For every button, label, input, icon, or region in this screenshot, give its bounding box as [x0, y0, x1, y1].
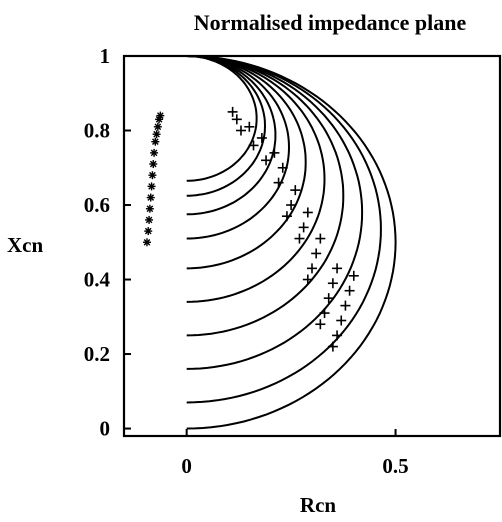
impedance-curve-9: [186, 55, 267, 197]
star-marker-stroke: [152, 138, 159, 146]
plus-marker: [298, 222, 309, 233]
impedance-curve-5: [186, 55, 326, 303]
y-tick-label: 0.6: [84, 193, 110, 217]
plus-marker: [248, 140, 259, 151]
star-marker-stroke: [147, 194, 155, 201]
plus-marker: [332, 330, 343, 341]
plus-marker: [340, 300, 351, 311]
plus-marker: [231, 114, 242, 125]
plus-marker: [344, 285, 355, 296]
impedance-curve-4: [186, 55, 345, 337]
y-tick-label: 0.2: [84, 342, 110, 366]
star-marker-stroke: [150, 149, 158, 157]
plus-marker: [302, 207, 313, 218]
impedance-curve-1: [186, 55, 397, 430]
plot-marks: [142, 55, 397, 430]
star-marker: [149, 160, 158, 169]
impedance-curve-6: [186, 55, 307, 270]
star-marker: [146, 193, 155, 202]
plus-marker: [327, 278, 338, 289]
impedance-curve-10: [186, 55, 258, 182]
star-marker: [147, 182, 156, 191]
y-tick-label: 0.8: [84, 119, 110, 143]
plus-marker: [307, 263, 317, 274]
impedance-curve-3: [186, 55, 364, 370]
x-tick-label: 0.5: [382, 454, 408, 478]
plus-marker: [315, 319, 326, 330]
y-tick-label: 0: [100, 417, 111, 441]
star-marker-stroke: [149, 160, 157, 168]
plus-marker: [277, 162, 288, 173]
star-marker-stroke: [149, 171, 156, 179]
star-marker-stroke: [146, 205, 154, 213]
star-marker: [150, 148, 159, 157]
plus-marker: [311, 248, 322, 259]
impedance-curve-7: [186, 55, 291, 240]
x-axis-label: Rcn: [300, 493, 336, 517]
plus-marker: [327, 341, 338, 352]
star-marker-stroke: [144, 227, 152, 235]
plus-marker: [244, 121, 255, 132]
plus-marker: [290, 185, 301, 196]
plus-marker: [256, 132, 267, 143]
star-marker: [144, 227, 153, 236]
y-axis-label: Xcn: [7, 233, 43, 257]
plus-marker: [302, 274, 313, 285]
plus-marker: [261, 155, 272, 166]
plus-marker: [336, 315, 347, 326]
star-marker-stroke: [148, 183, 155, 190]
plus-marker: [319, 308, 330, 319]
impedance-curve-2: [186, 55, 382, 404]
plus-marker: [273, 177, 284, 188]
star-marker: [152, 130, 161, 139]
plot-frame: [122, 54, 502, 438]
star-marker: [153, 122, 162, 131]
y-tick-label: 1: [100, 44, 111, 68]
star-marker-stroke: [157, 112, 164, 119]
star-marker: [145, 204, 154, 213]
star-marker-stroke: [154, 123, 162, 131]
star-marker: [156, 111, 165, 120]
star-marker-stroke: [145, 216, 153, 224]
impedance-curve-8: [186, 55, 277, 216]
star-marker: [151, 137, 160, 146]
star-marker-stroke: [153, 130, 160, 138]
plus-marker: [269, 147, 280, 158]
plus-marker: [235, 125, 246, 136]
star-marker: [142, 238, 151, 247]
plus-marker: [227, 106, 238, 117]
star-marker: [145, 215, 154, 224]
plus-marker: [323, 293, 334, 304]
x-tick-label: 0: [181, 454, 192, 478]
chart-title: Normalised impedance plane: [194, 10, 467, 35]
plus-marker: [281, 211, 292, 222]
plus-marker: [294, 233, 305, 244]
y-tick-label: 0.4: [84, 268, 111, 292]
plus-marker: [286, 200, 297, 211]
plus-marker: [332, 263, 343, 274]
star-marker-stroke: [143, 238, 151, 246]
plus-marker: [315, 233, 326, 244]
star-marker: [148, 171, 157, 180]
plus-marker: [348, 270, 359, 281]
